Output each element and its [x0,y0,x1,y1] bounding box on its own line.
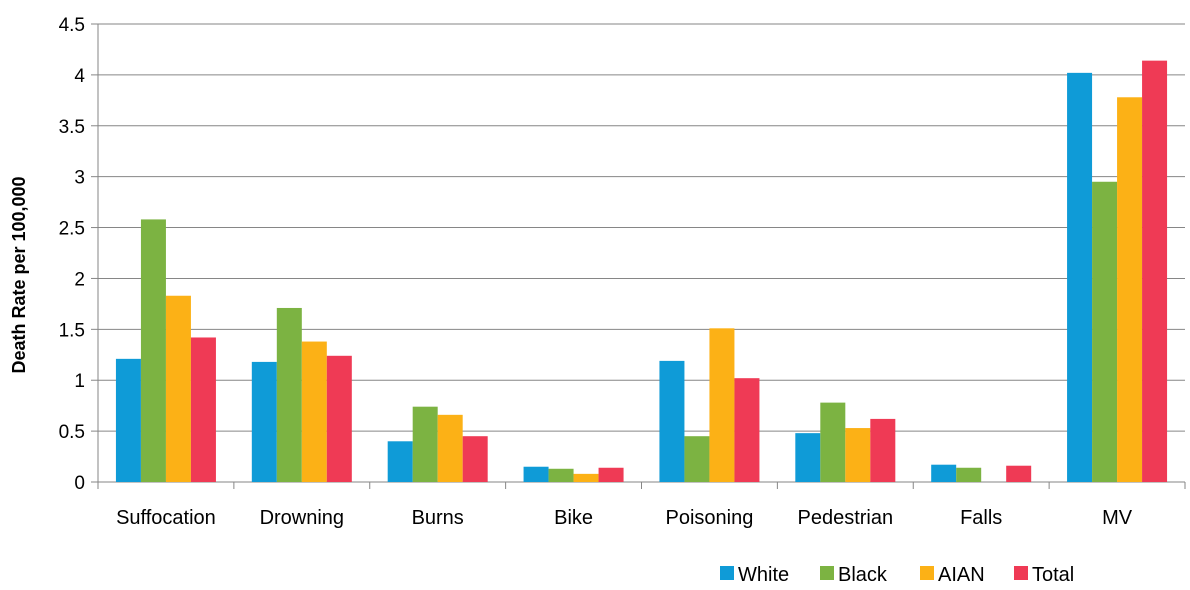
y-tick-labels: 0 0.5 1 1.5 2 2.5 3 3.5 4 4.5 [59,15,86,494]
bar-total-falls [1006,465,1032,482]
legend-item-total: Total [1014,564,1074,586]
y-tick-label: 0.5 [59,422,85,443]
x-tick-label: Burns [412,507,464,529]
x-tick-labels: Suffocation Drowning Burns Bike Poisoning Ped… [116,507,1133,529]
legend-swatch [920,566,934,580]
legend-item-aian: AIAN [920,564,985,586]
bar-white-drowning [251,361,277,482]
y-tick-label: 2.5 [59,219,85,240]
bar-total-bike [598,467,624,482]
bar-white-bike [523,466,549,482]
bar-black-bike [548,468,574,482]
bar-black-suffocation [140,219,166,482]
bar-black-burns [412,406,438,482]
bar-aian-pedestrian [845,428,871,482]
y-tick-label: 1 [74,371,85,392]
bar-black-poisoning [684,436,710,482]
y-tick-label: 1.5 [59,320,85,341]
bar-white-poisoning [659,360,685,482]
legend-label: AIAN [938,564,985,585]
bar-total-suffocation [190,337,216,482]
bar-black-pedestrian [820,402,846,482]
x-tick-label: Drowning [260,507,344,529]
y-tick-label: 3.5 [59,117,85,138]
legend: White Black AIAN Total [720,564,1074,586]
legend-item-white: White [720,564,789,586]
bar-aian-mv [1117,97,1143,482]
legend-swatch [1014,566,1028,580]
bar-total-burns [462,436,488,482]
x-tick-label: MV [1102,507,1133,529]
bar-black-mv [1092,181,1118,482]
legend-swatch [820,566,834,580]
bar-total-mv [1142,60,1168,482]
bars [115,60,1168,482]
y-tick-label: 2 [74,269,85,290]
legend-label: Total [1032,564,1074,585]
bar-aian-poisoning [709,328,735,482]
x-tick-label: Bike [554,507,593,529]
bar-total-poisoning [734,378,760,482]
bar-aian-bike [573,473,599,482]
x-tick-label: Pedestrian [798,507,894,529]
bar-white-burns [387,441,413,482]
legend-swatch [720,566,734,580]
bar-total-pedestrian [870,418,896,482]
bar-black-falls [956,467,982,482]
bar-white-pedestrian [795,433,821,482]
bar-total-drowning [326,355,352,482]
bar-white-suffocation [115,358,141,482]
bar-white-falls [931,464,957,482]
bar-aian-drowning [301,341,327,482]
x-tick-label: Falls [960,507,1002,529]
legend-label: Black [838,564,888,585]
y-tick-label: 0 [74,473,85,494]
y-axis-label: Death Rate per 100,000 [9,176,29,373]
x-tick-label: Suffocation [116,507,216,529]
bar-aian-burns [437,414,463,482]
y-tick-label: 4 [74,66,85,87]
legend-item-black: Black [820,564,888,586]
legend-label: White [738,564,789,585]
y-tick-label: 4.5 [59,15,85,36]
bar-aian-suffocation [165,295,191,482]
x-tick-label: Poisoning [666,507,754,529]
y-tick-label: 3 [74,168,85,189]
bar-black-drowning [276,307,302,482]
bar-white-mv [1067,72,1093,482]
